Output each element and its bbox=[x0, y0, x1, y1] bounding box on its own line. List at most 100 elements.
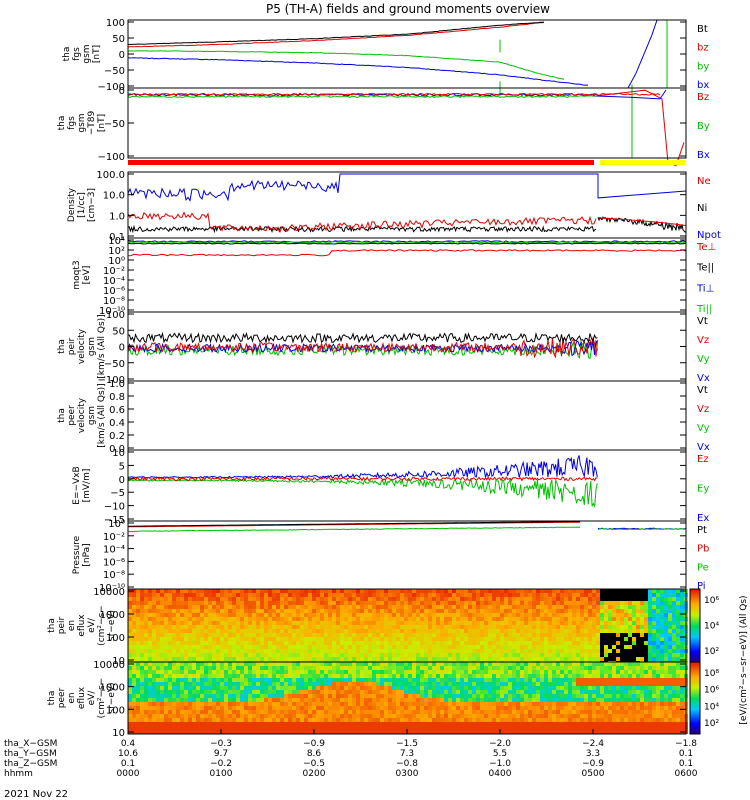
y-axis-title-line: moqt3 bbox=[72, 260, 82, 289]
series-Vz bbox=[127, 336, 598, 359]
y-tick-label: 10⁻² bbox=[103, 266, 125, 277]
legend-entry: Bt bbox=[697, 24, 708, 35]
y-tick-label: −50 bbox=[104, 66, 125, 77]
legend-entry: Vz bbox=[697, 335, 709, 346]
y-axis-title-line: (cm²−s− bbox=[97, 605, 107, 646]
x-axis-value: 0100 bbox=[210, 769, 233, 779]
series-Ey bbox=[127, 477, 598, 509]
y-axis-title: tha peir en eflux eV/(cm²−s− sr−eV) bbox=[47, 605, 117, 646]
legend-entry: Vx bbox=[697, 373, 710, 384]
colorbar-tick-label: 10⁴ bbox=[704, 622, 719, 632]
y-axis-title: tha fgs gsm −T89 [nT] bbox=[57, 110, 107, 135]
x-axis-value: 10.6 bbox=[118, 749, 138, 759]
colorbar-tick-label: 10⁶ bbox=[704, 596, 719, 606]
status-bar-yellow bbox=[600, 160, 686, 165]
series-Pt bbox=[128, 521, 581, 527]
legend-entry: bz bbox=[697, 43, 709, 54]
x-axis-row-label: hhmm bbox=[4, 769, 33, 779]
y-tick-label: −5 bbox=[110, 488, 125, 499]
series-bz bbox=[127, 21, 545, 48]
x-axis-value: −1.0 bbox=[489, 759, 511, 769]
y-tick-label: 10⁻⁴ bbox=[103, 276, 125, 287]
y-tick-label: 0 bbox=[119, 343, 125, 354]
x-axis-row-label: tha_X−GSM bbox=[4, 739, 57, 749]
y-tick-label: 10² bbox=[108, 246, 125, 257]
y-axis-title-line: gsm bbox=[82, 44, 92, 63]
y-tick-label: 10⁻⁶ bbox=[103, 557, 125, 568]
spectrogram-peir bbox=[128, 589, 688, 665]
y-tick-label: 10 bbox=[112, 448, 125, 459]
y-tick-label: 0.0 bbox=[109, 444, 125, 455]
y-axis-title-line: velocity bbox=[77, 397, 87, 433]
y-axis-title-line: peer bbox=[57, 687, 67, 708]
legend-entry: Te|| bbox=[696, 263, 714, 274]
y-tick-label: 0.1 bbox=[109, 232, 125, 243]
y-axis-title-line: gsm bbox=[77, 113, 87, 132]
x-axis-value: 8.6 bbox=[307, 749, 322, 759]
y-axis-title-line: (cm²−s− bbox=[97, 678, 107, 719]
y-tick-label: 10⁰ bbox=[108, 519, 125, 530]
y-tick-label: 10⁻¹⁰ bbox=[99, 306, 125, 317]
series-Npot bbox=[127, 173, 360, 202]
x-axis-value: −0.8 bbox=[396, 759, 418, 769]
y-axis-title: E=−VxB [mV/m] bbox=[72, 466, 92, 504]
x-axis-value: 0200 bbox=[303, 769, 326, 779]
x-axis-value: 0500 bbox=[582, 769, 605, 779]
x-axis-value: −2.4 bbox=[582, 739, 604, 749]
date-label: 2021 Nov 22 bbox=[4, 789, 68, 800]
y-tick-label: 0 bbox=[119, 86, 125, 97]
x-axis-value: −0.9 bbox=[582, 759, 604, 769]
colorbar-tick-label: 10² bbox=[704, 647, 719, 657]
y-tick-label: 0 bbox=[119, 50, 125, 61]
x-axis-row-label: tha_Z−GSM bbox=[4, 759, 57, 769]
x-axis-value: 0.4 bbox=[121, 739, 136, 749]
y-axis-title: tha peer velocity gsm [km/s (All Qs)] bbox=[57, 383, 107, 447]
y-tick-label: −100 bbox=[98, 375, 125, 386]
y-tick-label: −100 bbox=[98, 82, 125, 93]
y-axis-title: Density [1/cc] [cm−3] bbox=[67, 187, 97, 222]
panel-peir-velocity-frame bbox=[127, 311, 687, 382]
x-axis-value: −0.5 bbox=[303, 759, 325, 769]
y-axis-title-line: sr−eV) bbox=[107, 610, 117, 641]
panel-efield-frame bbox=[127, 449, 687, 522]
series-Te-perp bbox=[127, 249, 687, 257]
legend-entry: Bx bbox=[697, 150, 710, 161]
y-tick-label: 100 bbox=[106, 705, 125, 716]
y-tick-label: 10000 bbox=[93, 660, 125, 671]
legend-entry: Ez bbox=[697, 454, 709, 465]
y-axis-title-line: peer bbox=[67, 405, 77, 426]
y-axis-title-line: eV/ bbox=[87, 617, 97, 633]
series-Ne bbox=[127, 211, 597, 233]
y-axis-title-line: [km/s (All Qs)] bbox=[97, 314, 107, 378]
legend-entry: Vy bbox=[697, 354, 710, 365]
x-axis-value: 0600 bbox=[675, 769, 698, 779]
y-tick-label: 10⁰ bbox=[108, 256, 125, 267]
legend-entry: Ne bbox=[697, 176, 711, 187]
y-axis-title-line: [eV] bbox=[82, 266, 92, 285]
x-axis-value: −0.2 bbox=[210, 759, 232, 769]
legend-entry: Vt bbox=[697, 316, 708, 327]
y-axis-title-line: [cm−3] bbox=[87, 188, 97, 222]
legend-entry: By bbox=[697, 121, 710, 132]
y-tick-label: 0 bbox=[119, 475, 125, 486]
colorbar-peer: 10⁸ 10⁶ 10⁴ 10² bbox=[689, 661, 719, 735]
colorbar-tick-label: 10⁸ bbox=[704, 669, 719, 679]
legend-entry: Vy bbox=[697, 423, 710, 434]
y-axis-title-line: sr−eV) bbox=[107, 682, 117, 713]
y-tick-label: 5 bbox=[119, 461, 125, 472]
series-Bz bbox=[127, 92, 661, 96]
y-tick-label: 1.0 bbox=[109, 211, 125, 222]
x-axis-value: −0.9 bbox=[303, 739, 325, 749]
y-tick-label: 100 bbox=[106, 633, 125, 644]
x-axis-value: 0000 bbox=[117, 769, 140, 779]
y-tick-label: 10⁻¹⁰ bbox=[99, 583, 125, 594]
series-Pb bbox=[128, 521, 580, 528]
y-tick-label: −100 bbox=[98, 152, 125, 163]
y-tick-label: 0.2 bbox=[109, 431, 125, 442]
panel-fgs-t89-frame bbox=[127, 87, 687, 159]
legend-entry: Bz bbox=[697, 92, 709, 103]
x-axis-value: 0.1 bbox=[679, 749, 693, 759]
x-axis-value: 3.3 bbox=[586, 749, 600, 759]
y-axis-title-line: en bbox=[67, 692, 77, 703]
